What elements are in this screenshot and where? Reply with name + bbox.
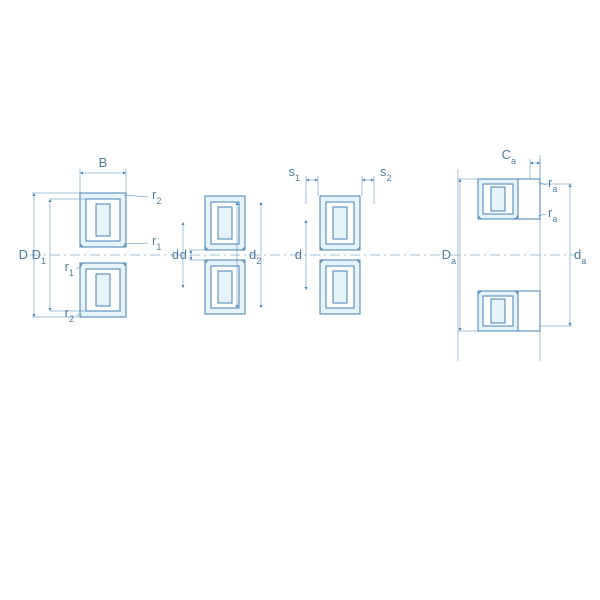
label-r2-top: r2 [152,187,161,206]
label-Da: Da [442,247,456,266]
label-d-v2: d [172,247,179,262]
label-d-v3: d [295,247,302,262]
label-ra-top: ra [548,175,557,194]
label-B: B [99,155,108,170]
label-s2: s2 [380,164,392,183]
label-s1: s1 [288,164,300,183]
label-r1-bot: r1 [65,259,74,278]
label-r1-top: r1 [152,233,161,252]
label-Ca: Ca [502,147,516,166]
label-r2-bot: r2 [65,305,74,324]
label-d: d [180,247,187,262]
label-ra-top2: ra [548,205,557,224]
bearing-diagram: DD1Br2r1r1r2dd2s1s2dCararaDadad [0,0,600,600]
label-d2: d2 [249,247,261,266]
label-D: D [19,247,28,262]
label-da: da [574,247,586,266]
